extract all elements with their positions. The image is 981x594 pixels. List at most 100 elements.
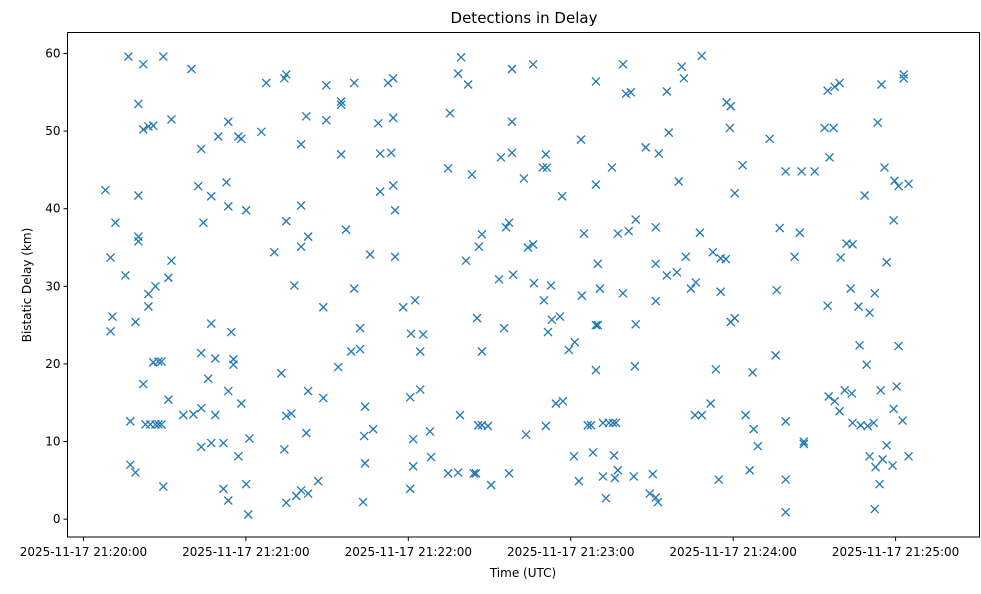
data-point xyxy=(591,365,601,375)
data-point xyxy=(360,402,370,412)
data-point xyxy=(443,163,453,173)
data-point xyxy=(539,295,549,305)
data-point xyxy=(697,51,707,61)
data-point xyxy=(358,497,368,507)
data-point xyxy=(753,441,763,451)
data-point xyxy=(528,59,538,69)
data-point xyxy=(645,489,655,498)
data-point xyxy=(196,144,206,154)
data-point xyxy=(576,135,586,145)
x-tick-label: 2025-11-17 21:25:00 xyxy=(832,545,959,559)
data-point xyxy=(521,430,531,440)
data-point xyxy=(672,267,682,277)
data-point xyxy=(630,361,640,371)
data-point xyxy=(854,302,863,311)
data-point xyxy=(654,149,664,159)
data-point xyxy=(196,403,206,413)
data-point xyxy=(223,386,233,396)
data-point xyxy=(360,458,370,468)
data-point xyxy=(706,399,716,408)
data-point xyxy=(388,113,398,123)
data-point xyxy=(390,252,400,262)
data-point xyxy=(120,270,130,280)
data-point xyxy=(226,327,236,337)
data-point xyxy=(130,317,140,327)
chart-title: Detections in Delay xyxy=(451,9,598,27)
data-point xyxy=(336,100,346,110)
data-point xyxy=(143,289,153,299)
data-point xyxy=(674,177,684,186)
data-point xyxy=(138,59,148,69)
data-point xyxy=(221,177,231,187)
data-point xyxy=(749,424,759,434)
y-tick-label: 50 xyxy=(45,124,60,138)
data-point xyxy=(303,489,313,498)
data-point xyxy=(609,451,619,460)
data-point xyxy=(406,329,416,339)
data-point xyxy=(714,475,724,485)
plot-frame xyxy=(67,32,980,538)
data-point xyxy=(223,201,233,211)
data-point xyxy=(748,367,758,377)
data-point xyxy=(662,87,672,96)
data-point xyxy=(507,64,517,74)
data-point xyxy=(368,424,378,434)
data-point xyxy=(574,476,584,486)
data-point xyxy=(188,409,198,419)
data-point xyxy=(355,344,365,354)
x-tick-label: 2025-11-17 21:21:00 xyxy=(182,545,309,559)
data-point xyxy=(608,418,618,428)
y-tick-label: 30 xyxy=(45,279,60,293)
data-point xyxy=(153,357,163,367)
data-point xyxy=(651,492,661,502)
data-point xyxy=(375,149,385,159)
data-point xyxy=(653,497,663,507)
data-point xyxy=(830,82,840,92)
data-point xyxy=(607,163,617,173)
data-point xyxy=(829,123,839,133)
data-point xyxy=(870,288,880,298)
data-point xyxy=(738,160,748,170)
data-point xyxy=(133,191,143,200)
data-point xyxy=(456,52,466,62)
data-point xyxy=(618,288,628,298)
data-point xyxy=(336,97,346,107)
data-point xyxy=(695,228,705,238)
data-point xyxy=(281,216,291,226)
data-point xyxy=(477,229,487,239)
data-point xyxy=(686,284,696,294)
data-point xyxy=(210,410,220,420)
data-point xyxy=(193,181,203,191)
data-point xyxy=(415,385,425,394)
data-point xyxy=(899,69,909,79)
data-point xyxy=(153,419,163,429)
data-point xyxy=(321,80,331,90)
data-point xyxy=(499,323,509,333)
data-point xyxy=(557,191,567,201)
data-point xyxy=(745,465,755,475)
data-point xyxy=(133,236,143,246)
data-point xyxy=(598,472,608,481)
data-point xyxy=(588,447,598,457)
y-tick-label: 10 xyxy=(45,435,60,449)
data-point xyxy=(281,411,291,421)
data-point xyxy=(856,420,866,430)
data-point xyxy=(697,410,707,420)
data-point xyxy=(708,247,718,257)
data-point xyxy=(631,215,641,225)
data-point xyxy=(501,222,511,232)
data-point xyxy=(824,392,834,401)
data-point xyxy=(125,460,135,470)
data-point xyxy=(474,242,484,252)
y-tick-label: 60 xyxy=(45,46,60,60)
data-point xyxy=(604,418,614,428)
data-point xyxy=(151,281,160,291)
data-point xyxy=(158,482,168,492)
data-point xyxy=(471,468,481,478)
x-tick-label: 2025-11-17 21:23:00 xyxy=(507,545,634,559)
data-point xyxy=(486,480,496,490)
data-point xyxy=(130,468,140,478)
data-point xyxy=(281,498,291,508)
data-point xyxy=(365,250,375,259)
data-point xyxy=(426,452,436,462)
